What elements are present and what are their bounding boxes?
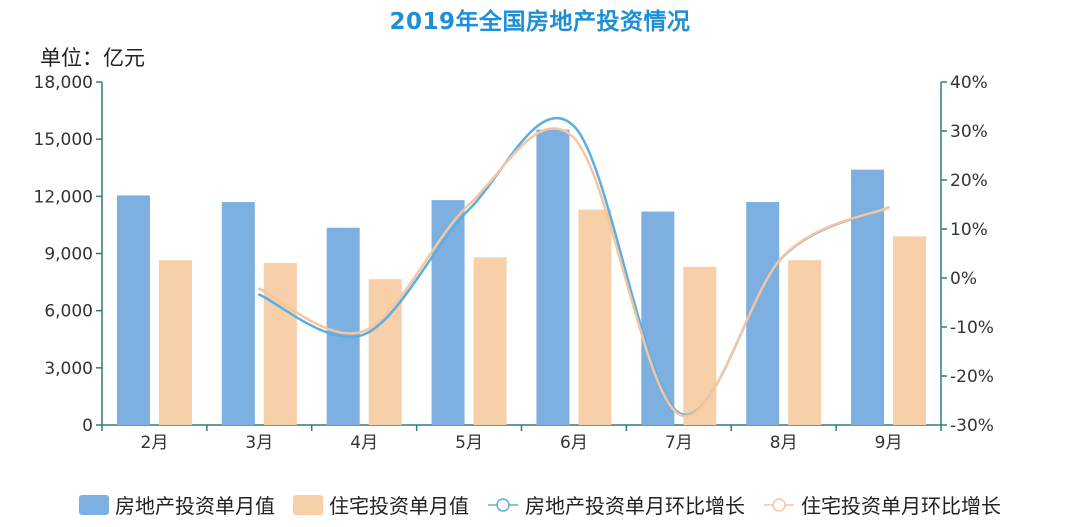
bar-1 xyxy=(851,169,885,425)
x-tick-label: 8月 xyxy=(770,433,798,453)
x-tick-label: 4月 xyxy=(350,433,378,453)
x-tick-label: 9月 xyxy=(875,433,903,453)
x-tick-label: 6月 xyxy=(560,433,588,453)
bar-1 xyxy=(221,202,255,425)
bar-2 xyxy=(683,266,717,425)
bar-2 xyxy=(473,257,507,425)
y-left-tick-label: 15,000 xyxy=(34,130,93,150)
bar-2 xyxy=(263,263,297,425)
y-left-tick-label: 18,000 xyxy=(34,73,93,93)
bar-2 xyxy=(578,209,612,425)
legend-item-bar-1: 房地产投资单月值 xyxy=(79,490,275,519)
y-left-tick-label: 0 xyxy=(82,416,93,436)
bar-1 xyxy=(536,129,570,425)
y-left-tick-label: 3,000 xyxy=(44,359,93,379)
y-right-tick-label: 10% xyxy=(950,220,988,240)
x-tick-label: 5月 xyxy=(455,433,483,453)
bar-1 xyxy=(641,211,675,425)
legend-label: 住宅投资单月值 xyxy=(329,494,469,518)
bar-2 xyxy=(893,236,927,425)
legend-label: 住宅投资单月环比增长 xyxy=(801,494,1001,518)
bar-2 xyxy=(788,260,822,425)
bar-1 xyxy=(326,227,360,425)
legend-item-bar-2: 住宅投资单月值 xyxy=(293,490,469,519)
legend-item-line-1: 房地产投资单月环比增长 xyxy=(487,490,745,519)
unit-label: 单位：亿元 xyxy=(40,46,145,70)
bar-1 xyxy=(431,200,465,425)
y-right-tick-label: 30% xyxy=(950,122,988,142)
y-right-tick-label: 0% xyxy=(950,269,977,289)
legend-label: 房地产投资单月值 xyxy=(115,494,275,518)
bar-1 xyxy=(746,202,780,425)
y-right-tick-label: -10% xyxy=(950,318,994,338)
y-left-tick-label: 12,000 xyxy=(34,187,93,207)
legend-label: 房地产投资单月环比增长 xyxy=(525,494,745,518)
legend-swatch-line-2 xyxy=(764,497,794,512)
y-right-tick-label: 20% xyxy=(950,171,988,191)
line-series-2 xyxy=(258,127,890,418)
y-left-tick-label: 9,000 xyxy=(44,245,93,265)
y-right-tick-label: 40% xyxy=(950,73,988,93)
x-tick-label: 7月 xyxy=(665,433,693,453)
y-right-tick-label: -20% xyxy=(950,367,994,387)
bar-1 xyxy=(116,195,150,425)
legend-swatch-line-1 xyxy=(488,497,518,512)
legend-swatch-bar-1 xyxy=(79,494,109,515)
chart-title: 2019年全国房地产投资情况 xyxy=(389,9,691,35)
legend: 房地产投资单月值 住宅投资单月值 房地产投资单月环比增长 住宅投资单月环比增长 xyxy=(0,490,1080,519)
y-left-tick-label: 6,000 xyxy=(44,302,93,322)
legend-item-line-2: 住宅投资单月环比增长 xyxy=(763,490,1001,519)
legend-swatch-bar-2 xyxy=(293,494,323,515)
y-right-tick-label: -30% xyxy=(950,416,994,436)
x-tick-label: 2月 xyxy=(141,433,169,453)
bar-2 xyxy=(158,260,192,425)
x-tick-label: 3月 xyxy=(245,433,273,453)
